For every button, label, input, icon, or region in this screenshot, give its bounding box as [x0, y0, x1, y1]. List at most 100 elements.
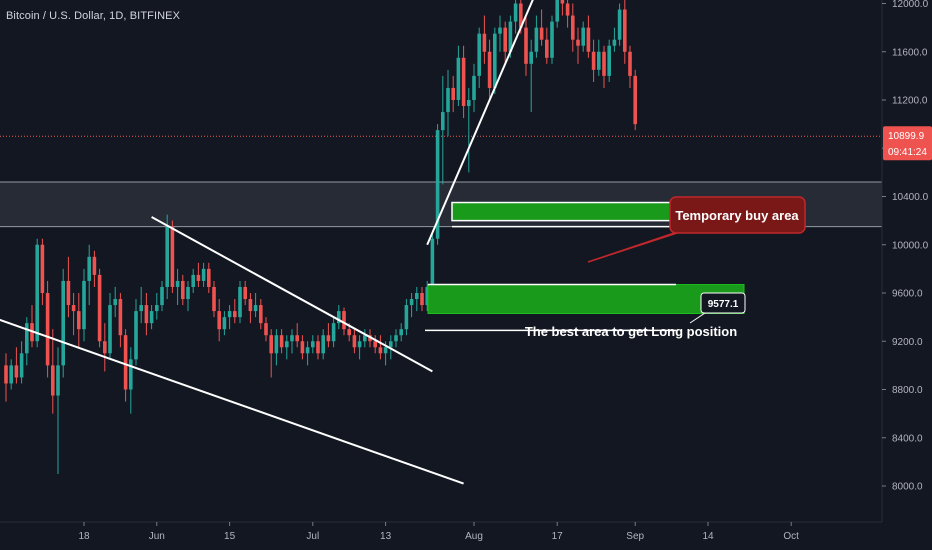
candle-body: [295, 335, 299, 342]
candle-body: [363, 335, 367, 342]
time-tick-label: Oct: [783, 531, 799, 542]
candle-body: [77, 311, 81, 330]
annotations-layer: Temporary buy area The best area to get …: [525, 196, 806, 339]
last-price-countdown: 09:41:24: [888, 147, 927, 158]
candle-body: [591, 51, 596, 70]
candle-body: [269, 335, 273, 354]
candle-body: [305, 347, 310, 354]
candle-body: [227, 311, 232, 318]
candle-body: [508, 21, 513, 52]
rally-trendline: [426, 0, 534, 246]
candle-body: [498, 27, 502, 34]
candle-body: [149, 311, 154, 324]
candle-body: [326, 335, 331, 342]
candle-body: [529, 51, 533, 64]
time-tick-label: 18: [78, 531, 90, 542]
price-label-box[interactable]: [700, 292, 746, 314]
candle-body: [45, 293, 50, 366]
price-tick-label: 9200.0: [892, 337, 923, 348]
time-tick-label: Sep: [626, 531, 644, 542]
candle-body: [560, 0, 565, 4]
candle-body: [503, 27, 507, 52]
candle-body: [92, 256, 97, 275]
price-label-text: 9577.1: [708, 299, 739, 310]
price-tick-label: 12000.0: [892, 0, 929, 10]
candle-body: [472, 75, 476, 100]
candle-body: [113, 299, 117, 306]
candle-body: [285, 341, 289, 348]
candle-body: [155, 305, 159, 312]
candle-body: [316, 341, 320, 354]
candle-body: [19, 353, 24, 378]
price-tick-label: 11600.0: [892, 47, 928, 58]
candle-body: [66, 280, 71, 306]
price-tick-label: 10000.0: [892, 240, 929, 251]
candle-body: [565, 3, 570, 16]
candle-body: [103, 341, 107, 354]
candle-body: [181, 280, 185, 300]
price-axis[interactable]: 8000.0 8400.0 8800.0 9200.0 9600.0 10000.0 104…: [881, 0, 929, 522]
symbol-title: Bitcoin / U.S. Dollar, 1D, BITFINEX: [6, 10, 181, 22]
candle-body: [259, 305, 263, 324]
time-axis[interactable]: May18Jun15Jul13Aug17Sep14Oct: [0, 521, 882, 542]
price-tick-label: 8400.0: [892, 433, 923, 444]
candle-body: [446, 87, 450, 113]
candle-body: [222, 317, 227, 330]
candle-body: [238, 286, 242, 318]
candle-body: [519, 3, 523, 28]
time-tick-label: Jul: [306, 531, 319, 542]
candle-body: [191, 274, 195, 287]
candle-body: [243, 286, 247, 300]
candle-body: [342, 311, 346, 330]
candle-body: [139, 305, 143, 312]
candle-body: [581, 27, 585, 46]
candle-body: [144, 305, 149, 324]
candle-body: [186, 286, 190, 300]
last-price-value: 10899.9: [888, 131, 925, 142]
candle-body: [87, 256, 91, 281]
price-label-connector: [689, 312, 706, 324]
drawings-layer: [0, 0, 745, 485]
time-tick-label: 13: [380, 531, 392, 542]
candle-body: [394, 335, 398, 342]
candle-body: [383, 347, 388, 354]
candle-body: [201, 268, 206, 281]
long-position-text: The best area to get Long position: [525, 324, 737, 339]
candle-body: [617, 9, 622, 40]
candle-body: [212, 286, 216, 312]
candle-body: [129, 359, 133, 390]
candle-body: [477, 33, 481, 76]
candle-body: [467, 100, 471, 107]
candle-body: [35, 244, 39, 342]
candle-body: [165, 226, 169, 287]
candle-body: [4, 365, 8, 384]
callout-box[interactable]: [669, 196, 806, 234]
candle-body: [71, 305, 76, 312]
candle-body: [217, 311, 221, 330]
candles-layer: [4, 0, 637, 474]
candle-body: [253, 305, 258, 312]
candle-body: [175, 280, 180, 287]
candle-body: [279, 335, 284, 348]
candle-body: [586, 27, 591, 52]
candle-body: [571, 15, 575, 40]
falling-wedge-upper: [151, 216, 433, 373]
candle-body: [82, 280, 86, 330]
candle-body: [51, 365, 55, 396]
candle-body: [207, 268, 211, 287]
candle-body: [134, 311, 138, 360]
candle-body: [534, 27, 539, 52]
price-tick-label: 8800.0: [892, 385, 923, 396]
time-tick-label: 14: [702, 531, 714, 542]
price-tick-label: 11200.0: [892, 96, 928, 107]
candle-body: [420, 293, 424, 306]
candle-body: [623, 9, 627, 52]
candle-body: [248, 299, 253, 312]
candle-body: [196, 274, 201, 281]
candle-body: [40, 244, 45, 293]
time-tick-label: 15: [224, 531, 236, 542]
candle-body: [337, 311, 341, 324]
candle-body: [264, 323, 268, 336]
candle-body: [550, 21, 554, 58]
